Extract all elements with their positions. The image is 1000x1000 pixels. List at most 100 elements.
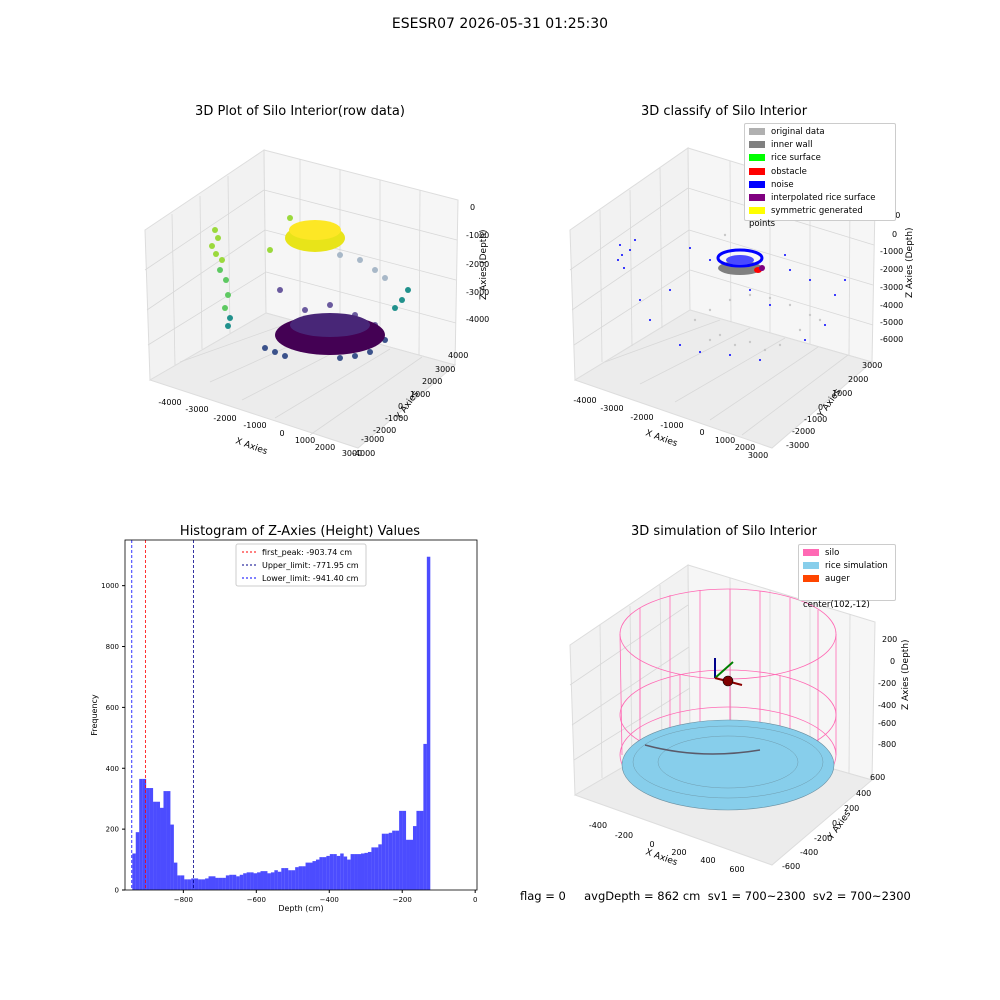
raw-xtick: 3000 bbox=[342, 449, 362, 458]
simulation-plot-title: 3D simulation of Silo Interior bbox=[631, 524, 817, 539]
raw-zlabel: Z Axies (Depth) bbox=[479, 229, 489, 300]
classify-zlabel: Z Axies (Depth) bbox=[905, 227, 915, 298]
histogram-bar bbox=[187, 879, 192, 890]
legend-swatch bbox=[749, 154, 765, 162]
figure-title: ESESR07 2026-05-31 01:25:30 bbox=[391, 16, 609, 32]
histogram-bar bbox=[406, 839, 410, 890]
classify-ztick: -1000 bbox=[880, 247, 903, 256]
histogram-bar bbox=[225, 875, 230, 890]
classify-ytick: -3000 bbox=[786, 441, 809, 450]
legend-item: original data bbox=[749, 126, 891, 139]
classify-ztick: -6000 bbox=[880, 335, 903, 344]
histogram-bar bbox=[270, 872, 275, 890]
raw-ztick: -3000 bbox=[466, 288, 489, 297]
histogram-bar bbox=[239, 874, 244, 890]
sim-ztick: 0 bbox=[890, 657, 895, 666]
raw-ytick: 2000 bbox=[422, 377, 442, 386]
histogram-bar bbox=[173, 862, 178, 890]
histogram-bar bbox=[180, 875, 185, 890]
histogram-bar bbox=[409, 839, 413, 890]
histogram-bar bbox=[135, 832, 140, 890]
histogram-bar bbox=[305, 862, 310, 890]
raw-xtick: -4000 bbox=[158, 398, 181, 407]
raw-point-cloud bbox=[209, 215, 411, 361]
histogram-bar bbox=[347, 859, 351, 890]
legend-swatch bbox=[749, 167, 765, 175]
histogram-xticks: −800 −600 −400 −200 0 bbox=[174, 890, 477, 904]
histogram-bar bbox=[329, 854, 334, 890]
histogram-bar bbox=[381, 833, 386, 890]
sim-xtick: 600 bbox=[729, 865, 744, 874]
classify-xtick: 3000 bbox=[748, 451, 768, 460]
legend-label: original data bbox=[771, 127, 825, 137]
legend-item: rice surface bbox=[749, 152, 891, 165]
raw-xtick: -3000 bbox=[185, 405, 208, 414]
histogram-bar bbox=[326, 855, 330, 890]
histogram-bar bbox=[336, 855, 341, 890]
classify-ztick: -4000 bbox=[880, 301, 903, 310]
histogram-bar bbox=[312, 861, 316, 890]
histogram-bar bbox=[288, 870, 292, 890]
sim-xtick: 0 bbox=[649, 840, 654, 849]
y-tick-label: 800 bbox=[106, 643, 119, 651]
legend-swatch bbox=[803, 575, 819, 582]
raw-ytick: -4000 bbox=[352, 449, 375, 458]
histogram-plot: −800 −600 −400 −200 0 0 200 400 600 800 1000 Dept… bbox=[90, 539, 477, 913]
histogram-bar bbox=[343, 856, 348, 890]
histogram-bar bbox=[277, 871, 282, 890]
histogram-bar bbox=[284, 868, 289, 890]
histogram-bar bbox=[257, 872, 261, 890]
legend-item: auger bbox=[803, 573, 891, 586]
legend-label: first_peak: -903.74 cm bbox=[262, 548, 352, 557]
histogram-xlabel: Depth (cm) bbox=[278, 904, 323, 913]
histogram-threshold-lines bbox=[131, 540, 194, 890]
histogram-bar bbox=[388, 832, 393, 890]
sim-xtick: 200 bbox=[671, 848, 686, 857]
histogram-bar bbox=[142, 778, 147, 890]
histogram-bar bbox=[399, 810, 403, 890]
histogram-bar bbox=[322, 857, 327, 890]
classify-xtick: -2000 bbox=[630, 413, 653, 422]
classify-xtick: 2000 bbox=[735, 443, 755, 452]
legend-swatch bbox=[749, 141, 765, 149]
classify-xtick: -4000 bbox=[573, 396, 596, 405]
classify-3d-plot: -4000 -3000 -2000 -1000 0 1000 2000 3000… bbox=[569, 147, 915, 460]
raw-ytick: -3000 bbox=[361, 435, 384, 444]
histogram-bar bbox=[350, 854, 355, 890]
histogram-bar bbox=[423, 743, 427, 890]
histogram-bar bbox=[153, 801, 157, 890]
raw-xlabel: X Axies bbox=[234, 436, 269, 457]
histogram-bar bbox=[194, 878, 199, 890]
histogram-yticks: 0 200 400 600 800 1000 bbox=[101, 582, 125, 895]
raw-ytick: 1000 bbox=[410, 390, 430, 399]
classify-xlabel: X Axies bbox=[644, 428, 679, 449]
histogram-bar bbox=[236, 876, 240, 890]
raw-ytick: -2000 bbox=[373, 426, 396, 435]
histogram-bar bbox=[395, 830, 400, 890]
histogram-bar bbox=[392, 830, 396, 890]
legend-item: rice simulation bbox=[803, 560, 891, 573]
legend-swatch bbox=[803, 562, 819, 569]
histogram-bar bbox=[132, 853, 136, 890]
histogram-bar bbox=[378, 844, 382, 890]
raw-3d-plot: -4000 -3000 -2000 -1000 0 1000 2000 3000… bbox=[144, 149, 489, 458]
histogram-ylabel: Frequency bbox=[90, 694, 99, 736]
raw-xtick: -1000 bbox=[243, 421, 266, 430]
classify-xtick: 0 bbox=[699, 428, 704, 437]
legend-item: silo bbox=[803, 547, 891, 560]
histogram-bar bbox=[170, 824, 174, 890]
legend-label: interpolated rice surface bbox=[771, 193, 876, 204]
raw-xtick: -2000 bbox=[213, 414, 236, 423]
classify-ztick: -3000 bbox=[880, 283, 903, 292]
histogram-bar bbox=[302, 866, 306, 890]
histogram-bar bbox=[361, 853, 365, 890]
legend-swatch bbox=[749, 207, 765, 215]
histogram-bar bbox=[246, 872, 251, 890]
simulation-legend: silo rice simulation auger center(102,-1… bbox=[798, 544, 896, 610]
x-tick-label: −600 bbox=[247, 896, 266, 904]
y-tick-label: 400 bbox=[106, 765, 119, 773]
histogram-legend: first_peak: -903.74 cm Upper_limit: -771… bbox=[235, 543, 367, 587]
histogram-bar bbox=[374, 847, 379, 890]
raw-xtick: 1000 bbox=[295, 436, 315, 445]
sim-ztick: -800 bbox=[878, 740, 896, 749]
